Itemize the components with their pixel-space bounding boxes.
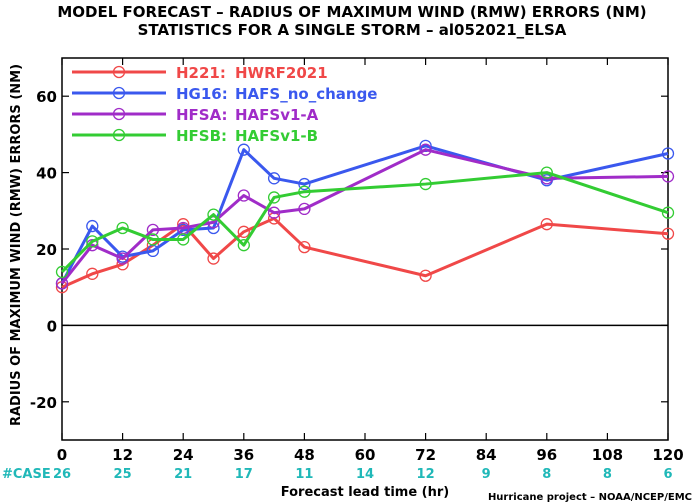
case-count: 12	[417, 467, 435, 482]
legend-code: HFSA:	[176, 106, 228, 124]
x-tick-label: 24	[173, 446, 194, 464]
series-point	[661, 147, 675, 160]
series-point	[267, 172, 281, 185]
legend-marker	[112, 65, 126, 79]
series-point	[298, 202, 311, 216]
x-tick-label: 12	[112, 446, 133, 464]
series-point	[237, 189, 250, 202]
case-count: 17	[235, 467, 253, 482]
series-point	[237, 239, 250, 252]
legend-name: HAFS_no_change	[235, 85, 377, 103]
case-count: 21	[174, 467, 192, 482]
series-point	[661, 170, 675, 183]
series-point	[298, 240, 311, 254]
x-tick-label: 84	[476, 446, 497, 464]
series-line	[60, 144, 669, 285]
series-lines	[55, 139, 675, 294]
series-point	[207, 252, 220, 265]
chart-title: MODEL FORECAST – RADIUS OF MAXIMUM WIND …	[57, 3, 646, 21]
x-tick-label: 36	[233, 446, 254, 464]
x-tick-label: 0	[57, 446, 67, 464]
series-point	[116, 252, 129, 265]
y-axis-label: RADIUS OF MAXIMUM WIND (RMW) ERRORS (NM)	[9, 64, 24, 426]
x-tick-label: 108	[592, 446, 623, 464]
series-point	[540, 166, 553, 179]
series-point	[661, 206, 675, 219]
series-point	[419, 143, 432, 156]
credit-text: Hurricane project – NOAA/NCEP/EMC	[488, 492, 692, 503]
y-tick-label: 40	[36, 165, 57, 183]
series-point	[267, 191, 281, 204]
series-point	[267, 206, 281, 219]
case-count: 9	[482, 467, 491, 482]
series-point	[86, 267, 99, 280]
legend-code: HG16:	[176, 85, 228, 103]
legend-name: HAFSv1-B	[235, 127, 318, 145]
series-point	[540, 218, 553, 231]
case-count: 26	[53, 467, 71, 482]
series-point	[661, 227, 675, 240]
legend-marker	[112, 86, 126, 100]
series-point	[55, 265, 69, 279]
y-tick-label: -20	[30, 394, 57, 412]
legend-code: HFSB:	[176, 127, 227, 145]
series-point	[177, 233, 190, 246]
series-point	[116, 221, 129, 235]
case-counts: #CASE 26 25 21 17 11 14 12 9 8 8 6	[2, 467, 673, 482]
series-point	[419, 139, 432, 153]
series-point	[237, 225, 250, 238]
case-count: 8	[603, 467, 612, 482]
x-tick-label: 48	[294, 446, 315, 464]
series-point	[298, 185, 311, 198]
x-axis-label: Forecast lead time (hr)	[281, 485, 449, 500]
x-tick-label: 120	[652, 446, 683, 464]
series-point	[146, 223, 160, 237]
axis-ticks: 0 12 24 36 48 60 72 84 96 108 120 -20 0 20 40 60	[30, 58, 684, 464]
series-point	[86, 219, 99, 233]
case-count: 6	[663, 467, 672, 482]
case-count: 8	[542, 467, 551, 482]
series-point	[146, 233, 160, 246]
series-point	[207, 208, 220, 221]
case-label: #CASE	[2, 467, 51, 482]
series-point	[237, 143, 250, 156]
y-tick-label: 60	[36, 88, 57, 106]
legend-marker	[112, 128, 126, 142]
y-tick-label: 20	[36, 241, 57, 259]
y-tick-label: 0	[47, 317, 57, 335]
case-count: 25	[114, 467, 132, 482]
x-tick-label: 96	[536, 446, 557, 464]
legend-name: HAFSv1-A	[235, 106, 319, 124]
case-count: 14	[356, 467, 374, 482]
series-point	[86, 235, 99, 248]
legend-code: H221:	[176, 64, 226, 82]
x-tick-label: 60	[355, 446, 376, 464]
case-count: 11	[295, 467, 313, 482]
legend: H221: HWRF2021 HG16: HAFS_no_change HFSA: HAF…	[72, 64, 377, 145]
series-point	[419, 269, 432, 282]
series-point	[419, 177, 432, 191]
chart-subtitle: STATISTICS FOR A SINGLE STORM – al052021…	[138, 21, 567, 39]
legend-marker	[112, 107, 126, 121]
x-tick-label: 72	[415, 446, 436, 464]
series-point	[298, 177, 311, 191]
legend-name: HWRF2021	[235, 64, 328, 82]
series-line	[60, 148, 669, 285]
